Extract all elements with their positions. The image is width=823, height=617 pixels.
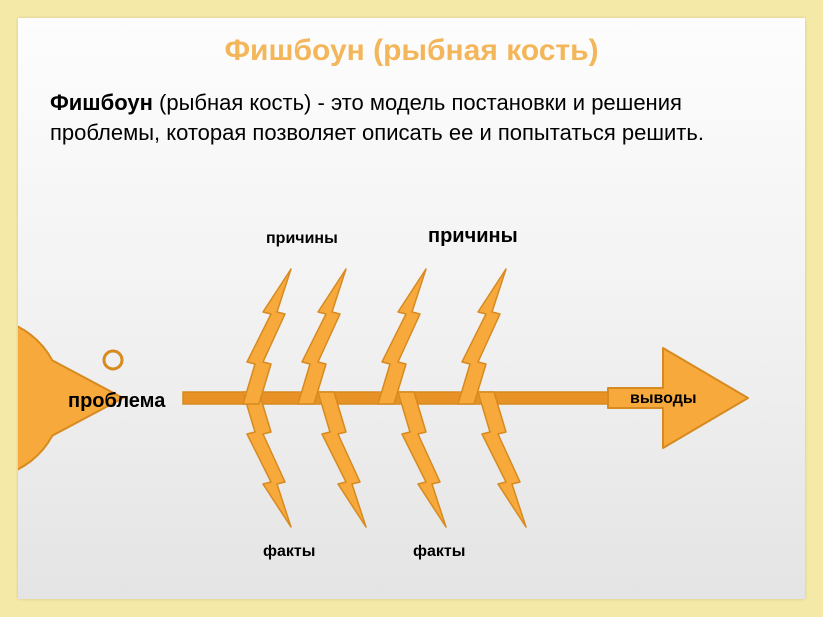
slide-frame: Фишбоун (рыбная кость) Фишбоун (рыбная к… [18, 18, 805, 599]
bottom-label-2: факты [413, 543, 465, 561]
fishbone-svg [18, 198, 805, 578]
slide-title: Фишбоун (рыбная кость) [18, 34, 805, 68]
title-text: Фишбоун (рыбная кость) [224, 34, 598, 67]
head-label: проблема [68, 390, 165, 413]
top-label-1: причины [266, 230, 338, 248]
fishbone-diagram: проблема выводы причины причины факты фа… [18, 198, 805, 578]
top-label-2: причины [428, 225, 518, 248]
desc-bold: Фишбоун [50, 90, 153, 115]
description: Фишбоун (рыбная кость) - это модель пост… [50, 88, 773, 147]
bottom-label-1: факты [263, 543, 315, 561]
tail-label: выводы [630, 390, 697, 408]
desc-plain-lead: (рыбная кость) - [153, 90, 331, 115]
